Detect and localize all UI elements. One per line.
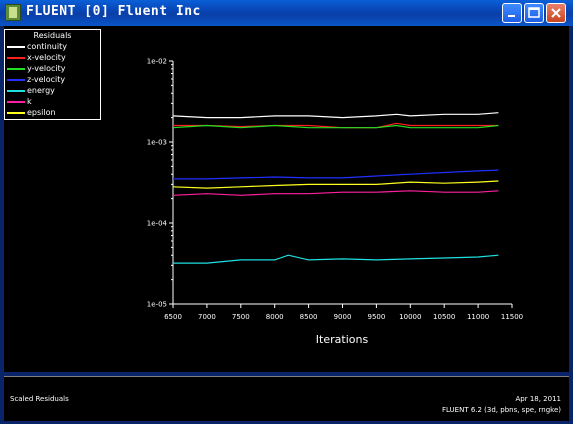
close-icon: [551, 8, 561, 18]
chart-series: [172, 112, 499, 264]
x-axis-label: Iterations: [316, 333, 369, 346]
series-line-energy: [173, 254, 499, 264]
legend-label: y-velocity: [27, 64, 66, 73]
legend-item: k: [7, 97, 100, 107]
legend-item: epsilon: [7, 108, 100, 118]
legend-label: epsilon: [27, 108, 56, 117]
legend-item: z-velocity: [7, 75, 100, 85]
series-line-z-velocity: [173, 169, 499, 180]
legend-label: z-velocity: [27, 75, 66, 84]
residuals-legend: Residuals continuity x-velocity y-velocity…: [4, 29, 101, 120]
close-button[interactable]: [546, 3, 566, 23]
x-tick-label: 11500: [501, 313, 523, 321]
x-tick-label: 8000: [266, 313, 284, 321]
x-tick-label: 10500: [433, 313, 455, 321]
y-tick-label: 1e-05: [147, 301, 167, 309]
legend-item: x-velocity: [7, 53, 100, 63]
x-tick-label: 8500: [300, 313, 318, 321]
window-title: FLUENT [0] Fluent Inc: [26, 4, 201, 19]
legend-item: y-velocity: [7, 64, 100, 74]
legend-item: continuity: [7, 42, 100, 52]
fluent-app-icon[interactable]: [5, 4, 21, 21]
series-line-epsilon: [172, 180, 499, 189]
legend-label: continuity: [27, 42, 67, 51]
legend-swatch: [7, 79, 25, 81]
legend-label: k: [27, 97, 32, 106]
legend-item: energy: [7, 86, 100, 96]
x-tick-label: 10000: [399, 313, 421, 321]
x-tick-label: 7500: [232, 313, 250, 321]
footer-date: Apr 18, 2011: [515, 395, 561, 403]
y-tick-label: 1e-04: [147, 220, 168, 228]
legend-swatch: [7, 101, 25, 103]
residuals-chart: 6500 7000 7500 8000 8500 9000 9500 10000 10500 11…: [147, 58, 523, 347]
maximize-button[interactable]: [524, 3, 544, 23]
chart-axes: 6500 7000 7500 8000 8500 9000 9500 10000 10500 11…: [147, 58, 523, 322]
legend-swatch: [7, 112, 25, 114]
series-line-k: [172, 190, 499, 196]
series-line-continuity: [172, 112, 499, 119]
legend-label: energy: [27, 86, 55, 95]
x-tick-label: 11000: [467, 313, 489, 321]
x-tick-label: 7000: [198, 313, 216, 321]
legend-swatch: [7, 90, 25, 92]
y-tick-label: 1e-03: [147, 139, 167, 147]
x-tick-label: 9500: [367, 313, 385, 321]
legend-swatch: [7, 68, 25, 70]
x-tick-label: 9000: [334, 313, 352, 321]
footer-caption: Scaled Residuals: [10, 395, 69, 403]
legend-title: Residuals: [33, 31, 72, 40]
series-line-y-velocity: [172, 124, 499, 129]
legend-label: x-velocity: [27, 53, 66, 62]
title-bar[interactable]: FLUENT [0] Fluent Inc: [0, 0, 573, 26]
legend-swatch: [7, 57, 25, 59]
status-footer: Scaled Residuals Apr 18, 2011 FLUENT 6.2…: [4, 376, 569, 421]
legend-swatch: [7, 46, 25, 48]
y-tick-label: 1e-02: [147, 58, 167, 66]
x-tick-label: 6500: [164, 313, 182, 321]
maximize-icon: [528, 7, 540, 18]
minimize-icon: [508, 15, 515, 17]
footer-version: FLUENT 6.2 (3d, pbns, spe, rngke): [441, 406, 561, 414]
minimize-button[interactable]: [502, 3, 522, 23]
